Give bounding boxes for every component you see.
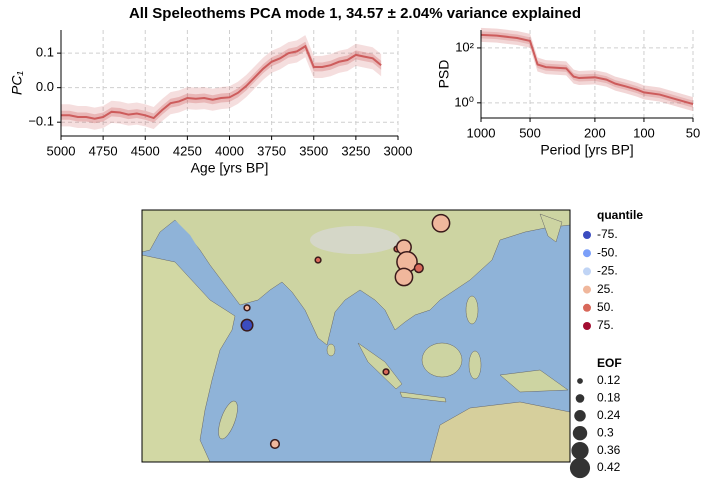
legend-size [571, 441, 589, 460]
uncertainty-band [61, 41, 382, 124]
legend-size [574, 410, 586, 422]
y-tick-label: 10² [455, 39, 474, 54]
site-marker [269, 438, 281, 450]
site-marker [240, 318, 254, 332]
legend-label: 0.12 [597, 373, 621, 387]
legend-swatch [583, 303, 591, 312]
uncertainty-band [61, 35, 382, 130]
x-tick-label: 200 [584, 125, 606, 140]
line [61, 44, 382, 120]
y-tick-label: −0.1 [28, 114, 54, 129]
legend-size [572, 426, 588, 441]
x-tick-label: 100 [633, 125, 655, 140]
site-marker [382, 368, 390, 376]
x-tick-label: 3000 [384, 143, 413, 158]
figure-title: All Speleothems PCA mode 1, 34.57 ± 2.04… [129, 5, 581, 22]
legend-swatch [583, 285, 591, 294]
y-tick-label: 10⁰ [454, 94, 474, 109]
map-background [141, 209, 571, 463]
x-tick-label: 5000 [47, 143, 76, 158]
y-tick-label: 0.0 [36, 79, 54, 94]
site-marker [413, 263, 424, 274]
x-tick-label: 50 [686, 125, 700, 140]
site-marker [243, 304, 251, 312]
legend-swatch [583, 249, 591, 258]
legend-label: 0.18 [597, 391, 621, 405]
site-marker [314, 256, 322, 264]
x-tick-label: 4000 [215, 143, 244, 158]
legend-size [569, 457, 591, 479]
x-tick-label: 4750 [89, 143, 118, 158]
legend-swatch [583, 322, 591, 330]
legend-title: quantile [597, 208, 643, 222]
x-axis-label: Period [yrs BP] [540, 142, 633, 158]
legend-label: -75. [597, 227, 618, 241]
legend-label: 50. [597, 300, 614, 314]
x-tick-label: 3750 [257, 143, 286, 158]
site-marker [431, 213, 451, 233]
x-tick-label: 3250 [341, 143, 370, 158]
legend-label: -50. [597, 245, 618, 259]
legend-label: 0.3 [597, 425, 614, 439]
x-tick-label: 4500 [131, 143, 160, 158]
legend-swatch [583, 267, 591, 276]
legend-label: 75. [597, 318, 614, 332]
x-tick-label: 500 [519, 125, 541, 140]
y-tick-label: 0.1 [36, 45, 54, 60]
x-tick-label: 3500 [299, 143, 328, 158]
legend-size [577, 378, 583, 384]
legend-title: EOF [597, 356, 622, 370]
legend-size [575, 394, 585, 403]
legend-label: 0.36 [597, 443, 621, 457]
y-axis-label: PC₁ [9, 70, 25, 94]
line [480, 33, 694, 106]
x-tick-label: 1000 [467, 125, 496, 140]
x-axis-label: Age [yrs BP] [191, 160, 269, 176]
x-tick-label: 4250 [173, 143, 202, 158]
legend-label: 0.24 [597, 408, 621, 422]
legend-label: 25. [597, 282, 614, 296]
site-marker [394, 267, 414, 287]
y-axis-label: PSD [436, 60, 452, 89]
legend-swatch [583, 231, 591, 239]
legend-label: 0.42 [597, 460, 621, 474]
legend-label: -25. [597, 264, 618, 278]
